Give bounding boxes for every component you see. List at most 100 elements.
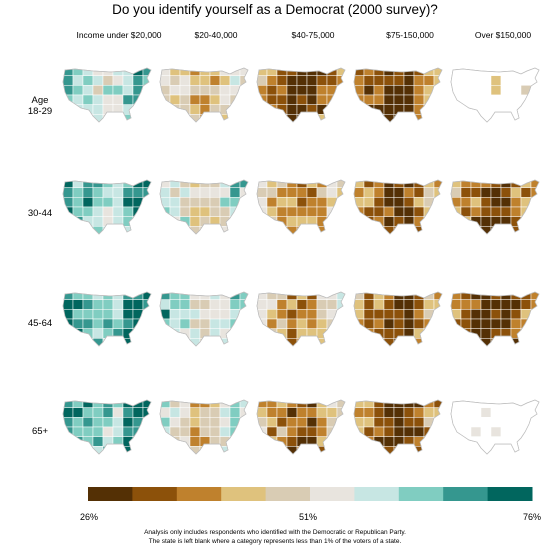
state-region [316,407,328,418]
state-region [189,299,201,310]
state-region [199,216,211,227]
state-region [179,197,191,208]
state-region [296,180,308,188]
state-region [189,417,201,428]
state-region [82,446,94,454]
state-region [354,407,365,418]
state-region [92,75,104,86]
state-region [490,436,502,447]
us-map-border [353,399,443,455]
state-region [354,338,365,346]
state-region [169,318,181,329]
state-region [306,328,318,339]
state-region [239,417,248,428]
state-region [520,400,532,408]
state-region [102,328,114,339]
state-region [490,75,502,86]
state-region [306,417,318,428]
state-region [403,216,415,227]
state-region [373,299,385,310]
legend-color-swatch [176,487,222,501]
state-region [500,187,512,198]
state-region [229,180,241,188]
state-region [296,426,308,437]
state-region [82,206,94,217]
state-region [490,318,502,329]
state-region [383,216,395,227]
state-region [142,426,151,437]
legend-max-label: 76% [523,512,542,522]
state-region [257,407,268,418]
state-region [403,318,415,329]
state-region [460,446,472,454]
state-region [433,436,442,447]
state-region [480,75,492,86]
state-region [189,216,201,227]
state-region [306,426,318,437]
state-region [373,114,385,122]
state-region [276,206,288,217]
state-region [179,426,191,437]
state-region [102,309,114,320]
state-region [112,180,124,188]
us-map-border [159,291,249,347]
state-region [169,309,181,320]
state-region [510,407,522,418]
state-region [276,85,288,96]
state-region [142,94,151,105]
state-region [219,187,231,198]
state-region [169,75,181,86]
state-region [316,216,328,227]
state-region [423,187,435,198]
state-region [316,328,328,339]
state-region [326,226,338,234]
state-region [460,338,472,346]
state-region [82,75,94,86]
state-region [266,318,278,329]
state-region [132,436,144,447]
state-region [239,180,248,188]
state-region [102,407,114,418]
state-region [179,85,191,96]
state-region [219,328,231,339]
state-region [460,299,472,310]
state-region [490,292,502,300]
state-region [209,104,221,115]
state-region [433,180,442,188]
state-region [403,400,415,408]
state-region [316,417,328,428]
state-region [92,436,104,447]
state-region [423,407,435,418]
state-region [336,338,345,346]
state-region [413,436,425,447]
state-region [102,94,114,105]
state-region [373,206,385,217]
state-region [363,180,375,188]
state-region [433,328,442,339]
state-map-panel [353,179,443,235]
state-region [92,187,104,198]
state-region [112,75,124,86]
state-region [433,197,442,208]
state-region [316,197,328,208]
state-region [257,328,268,339]
state-region [326,180,338,188]
state-region [92,309,104,320]
state-region [336,436,345,447]
state-region [82,114,94,122]
state-region [470,197,482,208]
state-region [189,104,201,115]
state-region [500,299,512,310]
state-region [72,85,84,96]
state-region [199,197,211,208]
us-map-border [256,179,346,235]
state-region [92,299,104,310]
state-region [199,206,211,217]
state-region [189,426,201,437]
state-region [433,104,442,115]
state-region [373,197,385,208]
state-region [363,68,375,76]
state-region [490,68,502,76]
state-region [72,426,84,437]
state-region [209,85,221,96]
